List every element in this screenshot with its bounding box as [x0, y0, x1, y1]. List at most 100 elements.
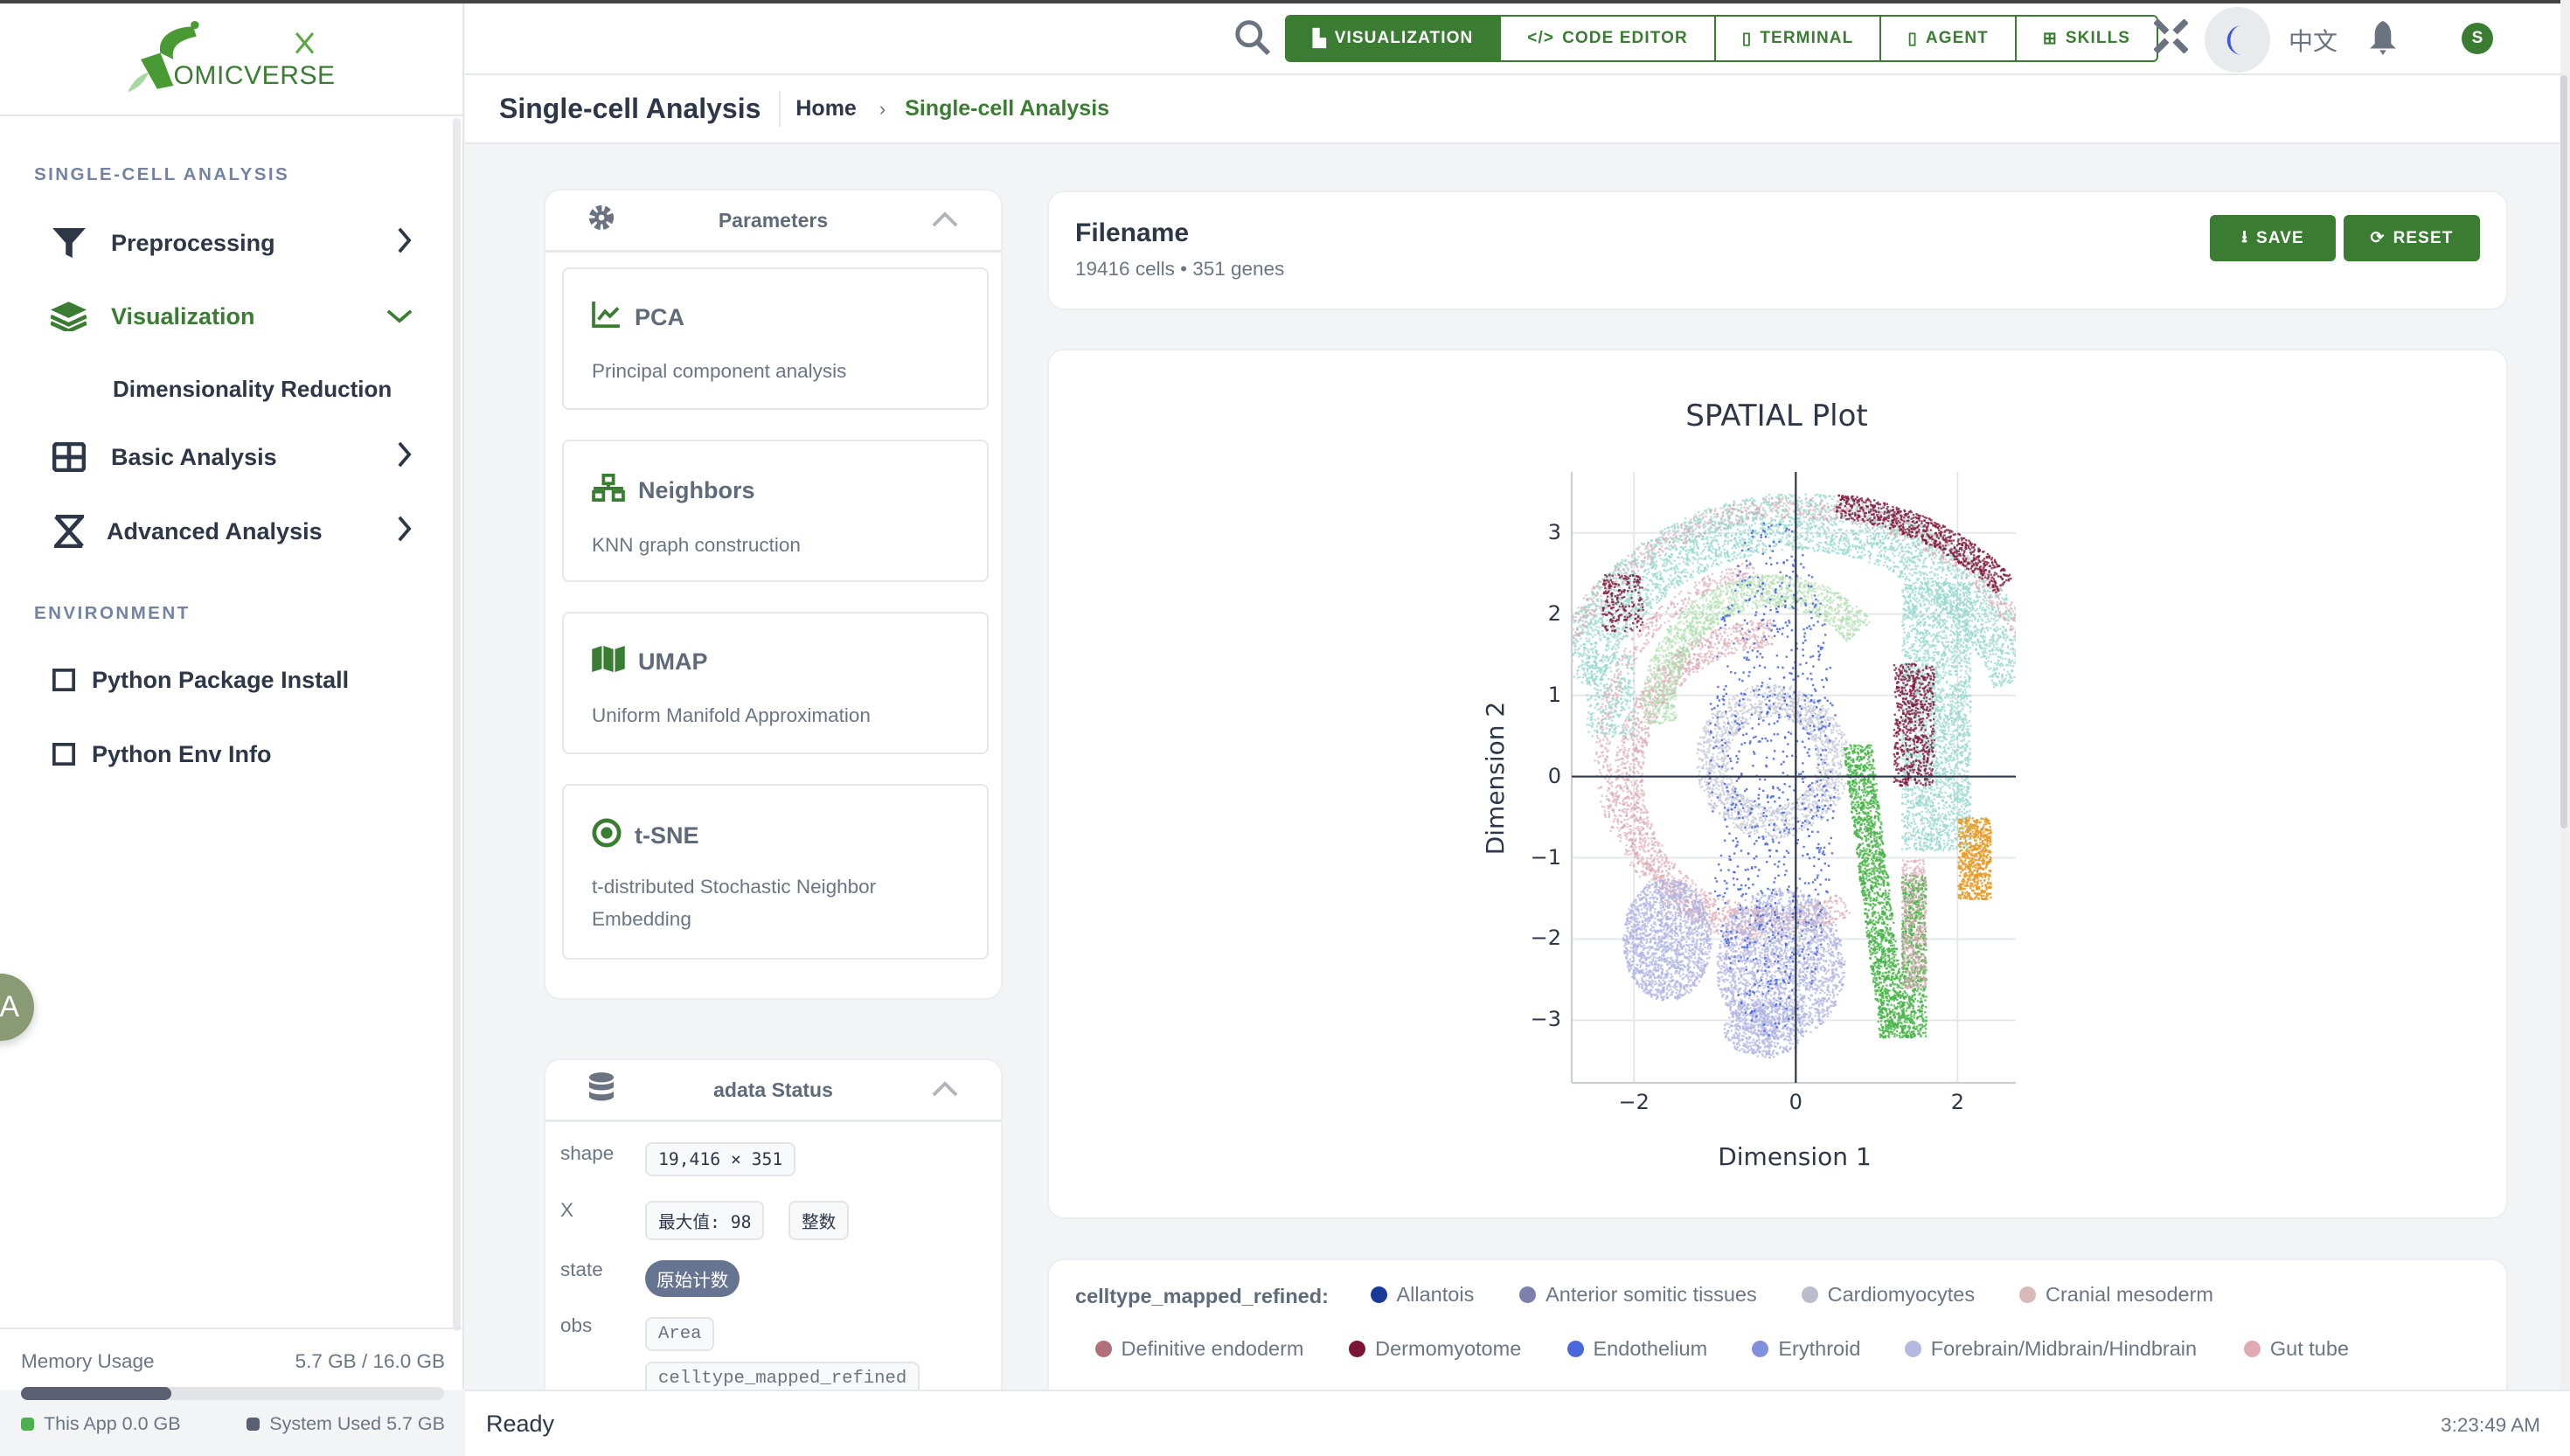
method-name: Neighbors [638, 477, 755, 503]
scrollbar-thumb[interactable] [2560, 75, 2567, 829]
sidebar-item-label: Advanced Analysis [107, 517, 323, 544]
x-tick-label: −2 [1618, 1090, 1650, 1114]
map-icon [592, 646, 625, 678]
avatar[interactable]: S [2462, 23, 2493, 54]
zero-lines [1570, 472, 2016, 1085]
sidebar-item-python-env-info[interactable]: Python Env Info [49, 730, 413, 779]
chevron-down-icon [386, 303, 413, 330]
tab-terminal[interactable]: ▯ TERMINAL [1713, 17, 1880, 60]
grid-icon: ⊞ [2042, 29, 2058, 48]
legend-color-dot [1094, 1341, 1112, 1358]
adata-status-header[interactable]: adata Status [545, 1060, 1001, 1122]
breadcrumb-home-link[interactable]: Home [795, 96, 857, 121]
method-card-neighbors[interactable]: Neighbors KNN graph construction [562, 440, 989, 582]
legend-item[interactable]: Gut tube [2243, 1337, 2349, 1361]
tab-skills[interactable]: ⊞ SKILLS [2014, 17, 2157, 60]
method-desc: Uniform Manifold Approximation [592, 704, 871, 726]
svg-text:OMICVERSE: OMICVERSE [174, 61, 336, 90]
legend-label: Anterior somitic tissues [1545, 1283, 1757, 1307]
memory-value: 5.7 GB / 16.0 GB [295, 1350, 445, 1372]
mode-tabs: ▙ VISUALIZATION </> CODE EDITOR ▯ TERMINAL … [1285, 15, 2159, 62]
status-bar: Ready 3:23:49 AM [465, 1390, 2570, 1456]
chevron-up-icon[interactable] [932, 1078, 958, 1102]
tab-agent[interactable]: ▯ AGENT [1879, 17, 2015, 60]
sidebar-item-visualization[interactable]: Visualization [49, 292, 413, 341]
legend-item[interactable]: Endothelium [1566, 1337, 1708, 1361]
sidebar-item-advanced-analysis[interactable]: Advanced Analysis [49, 507, 413, 556]
legend-item[interactable]: Cranial mesoderm [2019, 1283, 2213, 1307]
legend-item[interactable]: Anterior somitic tissues [1519, 1283, 1757, 1307]
line-chart-icon [592, 302, 622, 334]
square-icon [49, 738, 79, 771]
filename-title: Filename [1075, 218, 1190, 247]
legend-item[interactable]: Definitive endoderm [1094, 1337, 1304, 1361]
y-axis-label: Dimension 2 [1481, 701, 1510, 856]
chevron-right-icon [396, 516, 413, 548]
parameters-header[interactable]: Parameters [545, 191, 1001, 253]
tab-code-editor[interactable]: </> CODE EDITOR [1499, 17, 1714, 60]
moon-icon [2226, 25, 2242, 55]
layers-icon [49, 300, 88, 333]
chevron-up-icon[interactable] [932, 209, 958, 232]
bell-icon[interactable] [2368, 19, 2398, 59]
this-app-legend: This App 0.0 GB [21, 1413, 181, 1435]
shape-value: 19,416 × 351 [645, 1142, 796, 1176]
dot-circle-icon [592, 818, 622, 854]
page-title: Single-cell Analysis [499, 93, 761, 124]
sidebar-scrollbar[interactable] [453, 118, 461, 1331]
window-top-border [0, 0, 2570, 3]
breadcrumb: Single-cell Analysis Home › Single-cell … [465, 75, 2560, 144]
download-icon: ⭳ [2241, 227, 2249, 246]
legend-color-dot [2019, 1286, 2036, 1304]
page-scrollbar[interactable] [2560, 0, 2570, 1456]
sidebar-item-python-package-install[interactable]: Python Package Install [49, 655, 413, 704]
sidebar-item-basic-analysis[interactable]: Basic Analysis [49, 433, 413, 482]
logo[interactable]: OMICVERSE [0, 3, 464, 116]
adata-status-title: adata Status [713, 1078, 833, 1101]
language-toggle[interactable]: 中文 [2289, 28, 2338, 55]
legend-item[interactable]: Erythroid [1752, 1337, 1860, 1361]
method-desc: t-distributed Stochastic Neighbor Embedd… [592, 876, 877, 930]
database-icon [588, 1072, 615, 1107]
search-icon[interactable] [1234, 19, 1271, 59]
section-label-environment: ENVIRONMENT [34, 603, 191, 623]
sidebar-item-preprocessing[interactable]: Preprocessing [49, 218, 413, 267]
legend-item[interactable]: Cardiomyocytes [1801, 1283, 1975, 1307]
legend-item[interactable]: Forebrain/Midbrain/Hindbrain [1904, 1337, 2197, 1361]
legend-label: Endothelium [1593, 1337, 1708, 1361]
method-card-tsne[interactable]: t-SNE t-distributed Stochastic Neighbor … [562, 784, 989, 960]
sidebar-item-label: Python Env Info [92, 740, 272, 767]
legend-label: Allantois [1396, 1283, 1475, 1307]
legend-color-dot [1519, 1286, 1537, 1304]
y-tick-label: 2 [1547, 600, 1561, 626]
section-label-single-cell: SINGLE-CELL ANALYSIS [34, 164, 290, 184]
legend-label: Cranial mesoderm [2046, 1283, 2213, 1307]
y-tick-label: 3 [1547, 519, 1561, 544]
method-desc: KNN graph construction [592, 534, 801, 556]
tab-label: TERMINAL [1760, 29, 1854, 47]
theme-toggle-button[interactable] [2205, 7, 2270, 73]
legend-label: Erythroid [1778, 1337, 1861, 1361]
legend-item[interactable]: Dermomyotome [1349, 1337, 1521, 1361]
sidebar-subitem-dimensionality-reduction[interactable]: Dimensionality Reduction [113, 375, 392, 402]
y-tick-label: 1 [1547, 682, 1561, 707]
legend-item[interactable]: Allantois [1370, 1283, 1475, 1307]
grid-icon [49, 440, 88, 474]
fullscreen-icon[interactable] [2153, 18, 2189, 58]
network-icon [592, 474, 625, 508]
legend-color-dot [1801, 1286, 1818, 1304]
obs-chip: Area [645, 1317, 715, 1351]
square-icon: ▯ [1907, 29, 1918, 48]
system-used-legend: System Used 5.7 GB [247, 1413, 445, 1435]
status-text: Ready [486, 1411, 555, 1437]
filter-icon [49, 226, 88, 260]
obs-label: obs [560, 1314, 593, 1336]
method-card-pca[interactable]: PCA Principal component analysis [562, 267, 989, 410]
method-desc: Principal component analysis [592, 360, 847, 382]
parameters-panel: Parameters PCA Principal component analy… [544, 189, 1003, 1000]
method-card-umap[interactable]: UMAP Uniform Manifold Approximation [562, 612, 989, 754]
state-label: state [560, 1258, 603, 1280]
tab-visualization[interactable]: ▙ VISUALIZATION [1287, 17, 1500, 60]
reset-button[interactable]: ⟳ RESET [2344, 215, 2480, 261]
save-button[interactable]: ⭳ SAVE [2210, 215, 2336, 261]
